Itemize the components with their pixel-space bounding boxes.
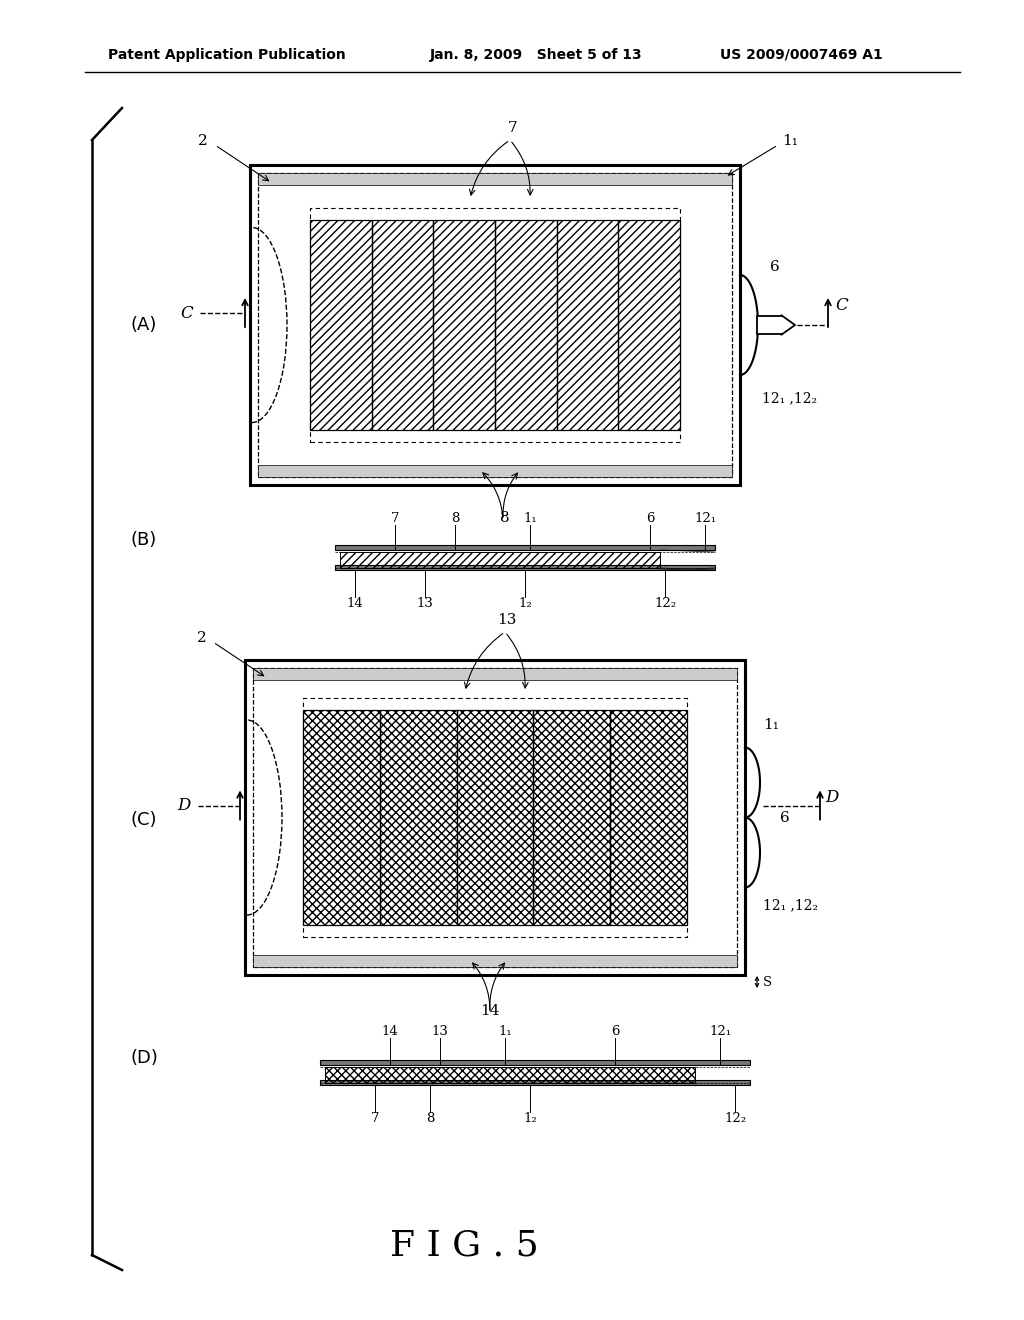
Text: 6: 6: [610, 1026, 620, 1038]
Bar: [372, 220, 433, 430]
Text: Patent Application Publication: Patent Application Publication: [108, 48, 346, 62]
Bar: [335, 565, 715, 570]
Bar: [457, 710, 534, 925]
Text: 14: 14: [480, 1005, 500, 1018]
Bar: [258, 173, 732, 477]
Bar: [253, 668, 737, 968]
Bar: [253, 668, 737, 680]
Bar: [618, 220, 680, 430]
Text: C: C: [180, 305, 193, 322]
Bar: [250, 165, 740, 484]
Text: 12₁ ,12₂: 12₁ ,12₂: [762, 392, 817, 405]
Bar: [303, 698, 687, 937]
Bar: [325, 1067, 695, 1082]
Text: F I G . 5: F I G . 5: [390, 1228, 539, 1262]
Text: (B): (B): [130, 531, 157, 549]
Bar: [380, 710, 457, 925]
Bar: [258, 173, 732, 185]
Bar: [557, 220, 618, 430]
Text: 1₁: 1₁: [523, 512, 537, 525]
Bar: [258, 465, 732, 477]
Text: 1₁: 1₁: [782, 135, 798, 148]
Bar: [610, 710, 687, 925]
Text: 6: 6: [780, 810, 790, 825]
Text: US 2009/0007469 A1: US 2009/0007469 A1: [720, 48, 883, 62]
Text: D: D: [825, 789, 839, 807]
Bar: [495, 220, 557, 430]
Text: 2: 2: [199, 135, 208, 148]
Text: (D): (D): [130, 1049, 158, 1067]
Text: 8: 8: [451, 512, 459, 525]
Text: (C): (C): [130, 810, 157, 829]
Text: 14: 14: [347, 597, 364, 610]
Bar: [433, 220, 495, 430]
Text: 8: 8: [426, 1111, 434, 1125]
Bar: [253, 954, 737, 968]
Text: 7: 7: [391, 512, 399, 525]
Text: 2: 2: [198, 631, 207, 645]
Bar: [534, 710, 610, 925]
Bar: [319, 1080, 750, 1085]
Text: S: S: [763, 975, 772, 989]
Bar: [319, 1060, 750, 1065]
Bar: [245, 660, 745, 975]
Bar: [310, 209, 680, 442]
Text: 8: 8: [500, 511, 510, 525]
Text: 12₁: 12₁: [694, 512, 716, 525]
Text: Jan. 8, 2009   Sheet 5 of 13: Jan. 8, 2009 Sheet 5 of 13: [430, 48, 643, 62]
Text: 12₁ ,12₂: 12₁ ,12₂: [763, 899, 818, 912]
Text: 13: 13: [417, 597, 433, 610]
Bar: [340, 552, 660, 568]
Text: 1₁: 1₁: [763, 718, 779, 733]
Text: 12₂: 12₂: [654, 597, 676, 610]
Text: 6: 6: [770, 260, 779, 275]
Text: 7: 7: [508, 121, 518, 135]
Text: 12₂: 12₂: [724, 1111, 746, 1125]
Text: 7: 7: [371, 1111, 379, 1125]
Bar: [303, 710, 380, 925]
Text: 1₂: 1₂: [523, 1111, 537, 1125]
Bar: [335, 545, 715, 550]
FancyArrow shape: [757, 315, 795, 335]
Text: 14: 14: [382, 1026, 398, 1038]
Text: 1₂: 1₂: [518, 597, 531, 610]
Text: 13: 13: [498, 612, 517, 627]
Bar: [310, 220, 372, 430]
Text: 6: 6: [646, 512, 654, 525]
Text: C: C: [835, 297, 848, 314]
Text: D: D: [177, 797, 191, 814]
Text: 12₁: 12₁: [709, 1026, 731, 1038]
Text: 1₁: 1₁: [499, 1026, 512, 1038]
Text: (A): (A): [130, 315, 157, 334]
Text: 13: 13: [431, 1026, 449, 1038]
